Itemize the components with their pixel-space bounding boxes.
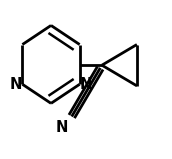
Text: N: N xyxy=(80,77,92,92)
Text: N: N xyxy=(56,120,68,135)
Text: N: N xyxy=(10,77,22,92)
